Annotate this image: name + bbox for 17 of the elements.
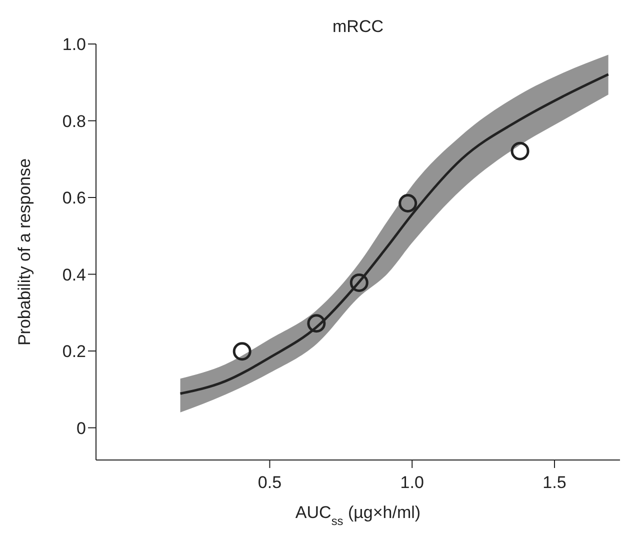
y-tick-label: 0.4 [62,265,86,284]
point [307,314,326,333]
x-tick-label: 1.0 [400,473,424,492]
y-axis-title: Probability of a response [15,158,34,346]
point [350,273,368,292]
x-tick-label: 1.5 [542,473,566,492]
x-axis-title: AUC$_{ss}$ (µg×h/ml) [295,503,421,528]
chart-title: mRCC [332,17,384,36]
y-tick-label: 1.0 [62,35,86,54]
y-tick-label: 0 [76,418,86,438]
point [232,342,252,361]
point [510,142,530,160]
y-tick-label: 0.2 [62,342,86,362]
y-tick-label: 0.8 [62,112,86,131]
point [398,194,418,213]
x-tick-label: 0.5 [258,473,282,492]
y-tick-label: 0.6 [62,188,86,208]
